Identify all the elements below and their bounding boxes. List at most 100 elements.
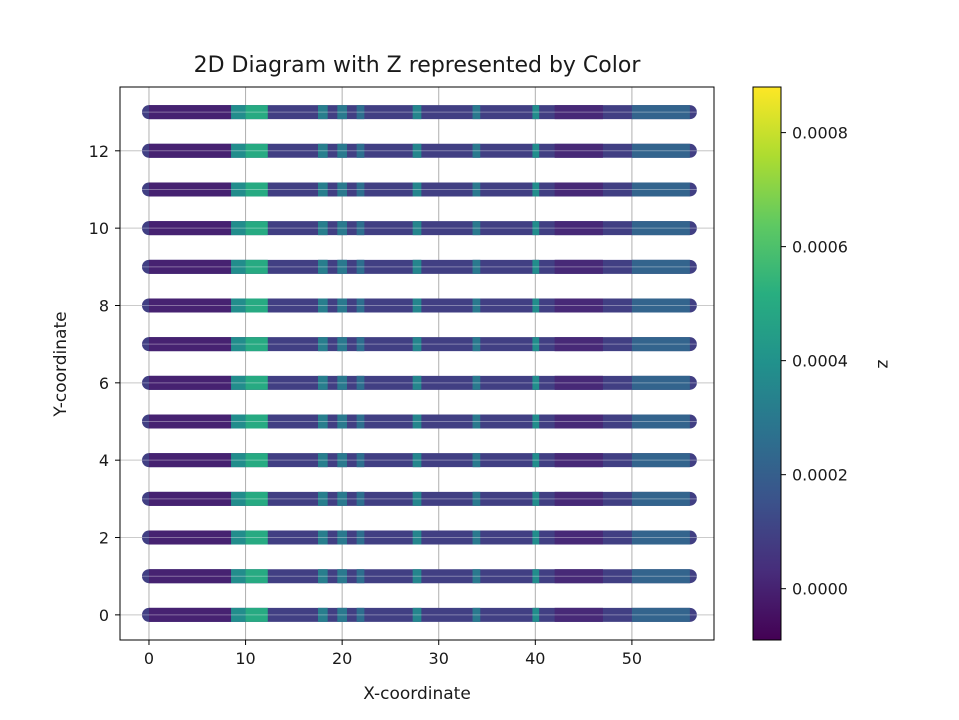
row-segment xyxy=(532,375,540,390)
row-segment xyxy=(245,414,268,429)
row-segment xyxy=(231,607,246,622)
row-segment xyxy=(337,453,347,468)
row-segment xyxy=(356,143,365,158)
y-axis-label: Y-coordinate xyxy=(51,311,71,417)
row-segment xyxy=(532,182,540,197)
row-segment xyxy=(631,337,690,352)
data-row xyxy=(120,491,714,506)
row-segment xyxy=(412,530,422,545)
data-row xyxy=(120,182,714,197)
chart-title: 2D Diagram with Z represented by Color xyxy=(194,53,642,78)
row-segment xyxy=(318,607,328,622)
row-segment xyxy=(532,143,540,158)
row-segment xyxy=(148,182,232,197)
row-segment xyxy=(472,491,481,506)
data-row xyxy=(120,221,714,236)
row-segment xyxy=(472,375,481,390)
x-tick-label: 50 xyxy=(622,649,642,668)
data-row xyxy=(120,337,714,352)
data-row xyxy=(120,530,714,545)
row-segment xyxy=(231,569,246,584)
row-segment xyxy=(631,414,690,429)
row-segment xyxy=(318,453,328,468)
row-segment xyxy=(472,259,481,274)
row-segment xyxy=(318,105,328,120)
row-segment xyxy=(532,453,540,468)
row-segment xyxy=(554,414,603,429)
row-segment xyxy=(472,530,481,545)
row-segment xyxy=(412,337,422,352)
row-segment xyxy=(245,298,268,313)
row-segment xyxy=(245,337,268,352)
row-segment xyxy=(148,105,232,120)
row-segment xyxy=(412,569,422,584)
y-tick-label: 0 xyxy=(99,606,109,625)
row-segment xyxy=(532,491,540,506)
row-segment xyxy=(337,105,347,120)
grid xyxy=(120,87,714,640)
row-segment xyxy=(554,337,603,352)
row-segment xyxy=(631,375,690,390)
row-segment xyxy=(356,530,365,545)
row-segment xyxy=(412,414,422,429)
x-tick-label: 40 xyxy=(525,649,545,668)
row-segment xyxy=(554,607,603,622)
row-segment xyxy=(245,143,268,158)
colorbar-frame xyxy=(752,86,782,641)
row-segment xyxy=(148,221,232,236)
row-segment xyxy=(337,337,347,352)
row-segment xyxy=(631,105,690,120)
x-axis-label: X-coordinate xyxy=(363,684,471,704)
y-axis: 0 2 4 6 8 10 12 xyxy=(89,142,120,625)
row-segment xyxy=(337,607,347,622)
colorbar-tick-label: 0.0002 xyxy=(792,466,848,485)
row-segment xyxy=(412,221,422,236)
data-row xyxy=(120,259,714,274)
y-tick-label: 8 xyxy=(99,296,109,315)
row-segment xyxy=(337,414,347,429)
data-row xyxy=(120,143,714,158)
row-segment xyxy=(318,259,328,274)
row-segment xyxy=(318,182,328,197)
row-segment xyxy=(532,569,540,584)
row-segment xyxy=(318,530,328,545)
row-segment xyxy=(148,530,232,545)
row-segment xyxy=(337,182,347,197)
row-segment xyxy=(231,453,246,468)
row-segment xyxy=(532,414,540,429)
x-tick-label: 0 xyxy=(144,649,154,668)
row-segment xyxy=(318,298,328,313)
row-segment xyxy=(245,182,268,197)
x-tick-label: 10 xyxy=(235,649,255,668)
row-segment xyxy=(245,530,268,545)
row-segment xyxy=(356,453,365,468)
y-tick-label: 10 xyxy=(89,219,109,238)
colorbar-tick-label: 0.0004 xyxy=(792,352,848,371)
row-segment xyxy=(148,453,232,468)
colorbar-tick-label: 0.0006 xyxy=(792,238,848,257)
row-segment xyxy=(472,607,481,622)
row-segment xyxy=(148,414,232,429)
row-segment xyxy=(231,491,246,506)
row-segment xyxy=(554,221,603,236)
row-segment xyxy=(631,569,690,584)
colorbar-label: z xyxy=(873,360,893,369)
data-row xyxy=(120,569,714,584)
colorbar xyxy=(753,87,781,640)
row-segment xyxy=(337,491,347,506)
y-tick-label: 6 xyxy=(99,374,109,393)
row-segment xyxy=(532,259,540,274)
row-segment xyxy=(231,530,246,545)
row-segment xyxy=(231,298,246,313)
row-segment xyxy=(245,569,268,584)
row-segment xyxy=(245,607,268,622)
row-segment xyxy=(337,569,347,584)
row-segment xyxy=(245,105,268,120)
row-segment xyxy=(554,453,603,468)
row-segment xyxy=(554,182,603,197)
row-segment xyxy=(148,298,232,313)
row-segment xyxy=(554,298,603,313)
data-row xyxy=(120,105,714,120)
row-segment xyxy=(356,375,365,390)
